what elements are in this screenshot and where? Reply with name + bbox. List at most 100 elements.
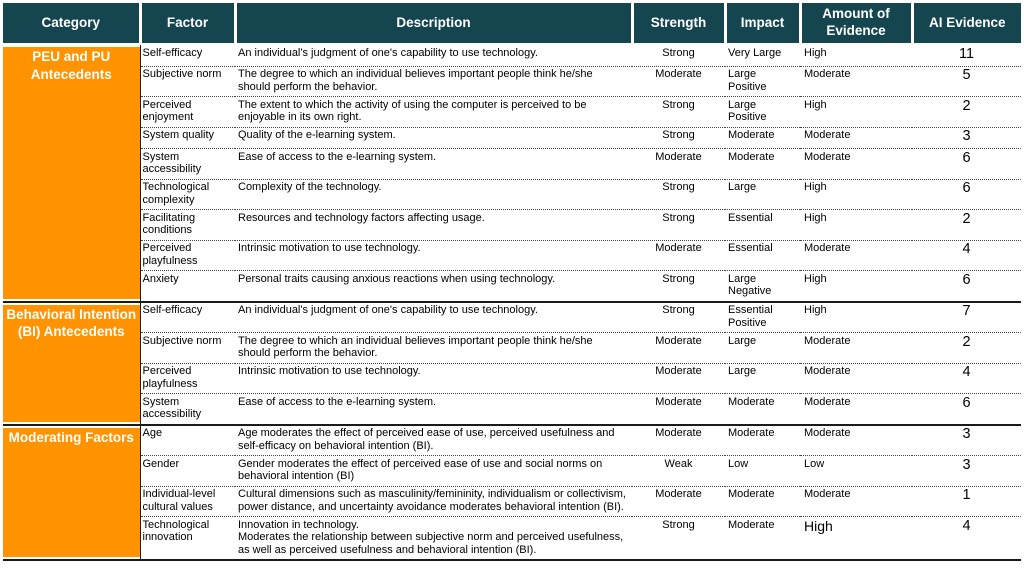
strength-cell: Moderate (632, 148, 725, 179)
ai-evidence-cell: 6 (912, 148, 1021, 179)
amount-of-evidence-cell: Moderate (800, 393, 912, 425)
amount-of-evidence-cell: Moderate (800, 126, 912, 149)
description-cell: Age moderates the effect of perceived ea… (238, 427, 615, 452)
table-row: Perceived playfulness Intrinsic motivatio… (3, 239, 1021, 271)
strength-cell: Moderate (655, 427, 702, 439)
amount-of-evidence-cell: High (800, 209, 912, 240)
ai-evidence-cell: 4 (912, 516, 1021, 560)
table-row: Anxiety Personal traits causing anxious r… (3, 270, 1021, 302)
strength-cell: Strong (632, 516, 725, 560)
section-behavioral-intention-bi-antecedents: Behavioral Intention (BI) Antecedents Sel… (3, 301, 1021, 425)
factor-cell: Perceived enjoyment (140, 96, 235, 127)
table-row: Gender Gender moderates the effect of per… (3, 455, 1021, 486)
description-cell: An individual's judgment of one's capabi… (238, 46, 538, 59)
strength-cell: Moderate (632, 239, 725, 271)
table-row: Perceived playfulness Intrinsic motivatio… (3, 362, 1021, 394)
amount-of-evidence-cell: Moderate (800, 332, 912, 363)
description-cell: The extent to which the activity of usin… (235, 96, 632, 127)
amount-of-evidence-cell: Moderate (800, 362, 912, 394)
amount-of-evidence-cell: High (804, 304, 827, 316)
strength-cell: Strong (632, 209, 725, 240)
ai-evidence-cell: 6 (912, 178, 1021, 210)
category-cell: Behavioral Intention (BI) Antecedents (3, 301, 141, 425)
impact-cell: Moderate (725, 516, 800, 560)
impact-cell: Low (725, 455, 800, 486)
strength-cell: Moderate (632, 65, 725, 97)
ai-evidence-cell: 1 (912, 485, 1021, 517)
factors-table: Category Factor Description Strength Impact A… (3, 3, 1021, 561)
ai-evidence-cell: 2 (912, 332, 1021, 363)
section-moderating-factors: Moderating Factors Age Age moderates the … (3, 424, 1021, 560)
strength-cell: Strong (632, 96, 725, 127)
strength-cell: Moderate (632, 332, 725, 363)
description-cell: Intrinsic motivation to use technology. (235, 362, 632, 394)
category-cell: PEU and PU Antecedents (3, 44, 141, 302)
amount-of-evidence-cell: Moderate (804, 427, 851, 439)
factor-cell: System quality (140, 126, 235, 149)
amount-of-evidence-cell: High (800, 516, 912, 560)
impact-cell: Very Large (728, 46, 782, 59)
impact-cell: Moderate (725, 485, 800, 517)
amount-of-evidence-cell: Low (800, 455, 912, 486)
ai-evidence-cell: 6 (912, 393, 1021, 425)
table-row: System quality Quality of the e-learning … (3, 126, 1021, 149)
description-cell: Ease of access to the e-learning system. (235, 393, 632, 425)
factor-cell: Anxiety (140, 270, 235, 302)
ai-evidence-cell: 2 (912, 96, 1021, 127)
strength-cell: Weak (632, 455, 725, 486)
ai-evidence-cell: 3 (912, 126, 1021, 149)
factor-cell: Perceived playfulness (140, 239, 235, 271)
table-row: Facilitating conditions Resources and tec… (3, 209, 1021, 240)
ai-evidence-cell: 6 (912, 270, 1021, 302)
strength-cell: Strong (662, 304, 695, 316)
description-cell: The degree to which an individual believ… (235, 332, 632, 363)
ai-evidence-cell: 4 (912, 239, 1021, 271)
factor-cell: Technological innovation (140, 516, 235, 560)
impact-cell: Large Positive (725, 96, 800, 127)
impact-cell: Essential Positive (728, 304, 773, 329)
impact-cell: Moderate (728, 427, 775, 439)
description-cell: Cultural dimensions such as masculinity/… (235, 485, 632, 517)
strength-cell: Moderate (632, 485, 725, 517)
amount-of-evidence-cell: High (800, 270, 912, 302)
impact-cell: Moderate (725, 148, 800, 179)
factor-cell: Self-efficacy (142, 304, 203, 316)
table-row: Moderating Factors Age Age moderates the … (3, 424, 1021, 560)
impact-cell: Large Positive (725, 65, 800, 97)
impact-cell: Moderate (725, 393, 800, 425)
table-row: Behavioral Intention (BI) Antecedents Sel… (3, 301, 1021, 425)
description-cell: Intrinsic motivation to use technology. (235, 239, 632, 271)
amount-of-evidence-cell: High (800, 96, 912, 127)
impact-cell: Large (725, 178, 800, 210)
amount-of-evidence-cell: Moderate (800, 239, 912, 271)
factor-cell: System accessibility (140, 393, 235, 425)
strength-cell: Moderate (632, 362, 725, 394)
strength-cell: Moderate (632, 393, 725, 425)
factor-cell: Individual-level cultural values (140, 485, 235, 517)
section-peu-and-pu-antecedents: PEU and PU Antecedents Self-efficacy An in… (3, 44, 1021, 302)
table-row: Technological innovation Innovation in te… (3, 516, 1021, 560)
amount-of-evidence-cell: Moderate (800, 485, 912, 517)
factor-cell: Age (142, 427, 163, 439)
column-header-factor: Factor (140, 3, 237, 45)
factor-cell: Gender (140, 455, 235, 486)
ai-evidence-cell: 5 (912, 65, 1021, 97)
ai-evidence-cell: 3 (912, 455, 1021, 486)
ai-evidence-cell: 11 (958, 45, 975, 62)
description-cell: Personal traits causing anxious reaction… (235, 270, 632, 302)
factor-cell: System accessibility (140, 148, 235, 179)
ai-evidence-cell: 4 (912, 362, 1021, 394)
description-cell: Gender moderates the effect of perceived… (235, 455, 632, 486)
description-cell: Innovation in technology. Moderates the … (235, 516, 632, 560)
description-cell: The degree to which an individual believ… (235, 65, 632, 97)
column-header-category: Category (3, 3, 142, 45)
column-header-impact: Impact (725, 3, 802, 45)
description-cell: An individual's judgment of one's capabi… (238, 304, 538, 316)
table-row: PEU and PU Antecedents Self-efficacy An in… (3, 44, 1021, 302)
table-row: System accessibility Ease of access to th… (3, 148, 1021, 179)
description-cell: Quality of the e-learning system. (235, 126, 632, 149)
table-row: Technological complexity Complexity of th… (3, 178, 1021, 210)
table-row: System accessibility Ease of access to th… (3, 393, 1021, 425)
impact-cell: Essential (725, 209, 800, 240)
factor-cell: Subjective norm (140, 65, 235, 97)
